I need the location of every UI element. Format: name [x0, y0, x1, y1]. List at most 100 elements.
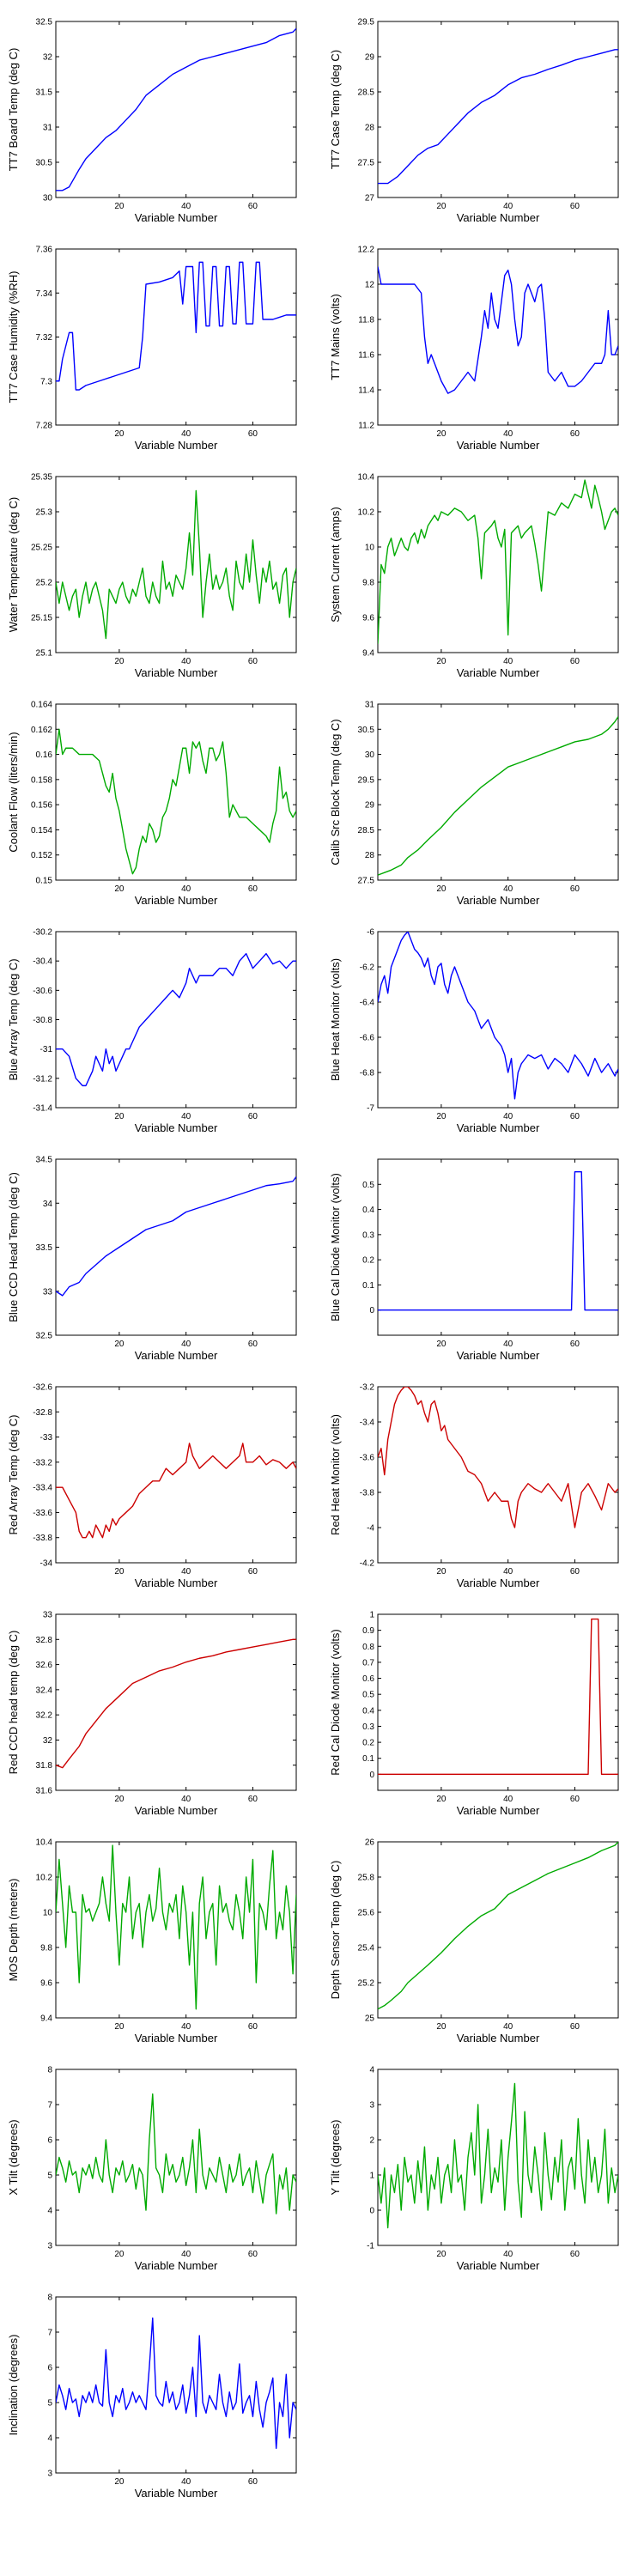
- y-tick-label: -6.2: [360, 963, 375, 973]
- y-tick-label: 32: [43, 1736, 53, 1746]
- y-axis-label: Inclination (degrees): [7, 2335, 20, 2436]
- y-tick-label: 11.6: [358, 351, 374, 361]
- x-tick-label: 20: [436, 1567, 447, 1577]
- y-tick-label: 33.5: [36, 1243, 53, 1253]
- chart-panel: 3 4 5 6 7 8 20 40 60 Variable Number Inclination (…: [0, 2275, 322, 2503]
- line-chart: 27.5 28 28.5 29 29.5 30 30.5 31 20 40 60 Variable N…: [329, 701, 619, 907]
- y-tick-label: -6.4: [360, 999, 375, 1008]
- chart-panel: 25.1 25.15 25.2 25.25 25.3 25.35 20 40 60 Variabl…: [0, 455, 322, 683]
- chart-panel: 3 4 5 6 7 8 20 40 60 Variable Number X Tilt (degre…: [0, 2048, 322, 2275]
- y-tick-label: 6: [47, 2136, 52, 2146]
- y-tick-label: 25.35: [31, 473, 52, 483]
- y-tick-label: 0: [369, 1771, 374, 1780]
- chart-panel: 0.15 0.152 0.154 0.156 0.158 0.16 0.162 0.164 20…: [0, 683, 322, 910]
- y-tick-label: -30.6: [33, 987, 52, 996]
- line-chart: 9.4 9.6 9.8 10 10.2 10.4 20 40 60 Variable Number…: [329, 473, 619, 679]
- plot-frame: [377, 1613, 619, 1791]
- x-tick-label: 60: [248, 2250, 258, 2259]
- y-tick-label: -31: [40, 1045, 53, 1054]
- x-axis-label: Variable Number: [457, 211, 540, 224]
- x-tick-label: 60: [248, 1795, 258, 1804]
- x-axis-label: Variable Number: [457, 1121, 540, 1134]
- series-line: [56, 1443, 296, 1539]
- series-line: [378, 266, 618, 394]
- chart-panel: -7 -6.8 -6.6 -6.4 -6.2 -6 20 40 60 Variable Numbe…: [322, 910, 644, 1138]
- y-tick-label: 1: [369, 2172, 374, 2181]
- chart-panel: 30 30.5 31 31.5 32 32.5 20 40 60 Variable Number T…: [0, 0, 322, 228]
- series-line: [378, 479, 618, 644]
- y-tick-label: -3.6: [360, 1454, 375, 1463]
- y-tick-label: 29.5: [358, 18, 375, 27]
- y-axis-label: Depth Sensor Temp (deg C): [329, 1861, 342, 2000]
- y-axis-label: Blue CCD Head Temp (deg C): [7, 1172, 20, 1322]
- y-tick-label: 31.6: [36, 1787, 53, 1796]
- y-tick-label: 0: [369, 2207, 374, 2216]
- y-tick-label: 0.154: [31, 826, 52, 835]
- x-axis-label: Variable Number: [135, 1121, 218, 1134]
- line-chart: 0 0.1 0.2 0.3 0.4 0.5 0.6 0.7 0.8 0.9 1 20 40 60 Varia…: [329, 1611, 619, 1817]
- y-tick-label: 28: [365, 851, 375, 860]
- x-tick-label: 60: [248, 884, 258, 894]
- x-tick-label: 20: [436, 2022, 447, 2032]
- y-tick-label: -31.2: [33, 1074, 52, 1084]
- y-tick-label: 0.15: [36, 877, 53, 886]
- y-axis-label: MOS Depth (meters): [7, 1879, 20, 1982]
- x-axis-label: Variable Number: [457, 439, 540, 452]
- y-tick-label: -32.8: [33, 1408, 52, 1418]
- series-line: [378, 1387, 618, 1528]
- x-tick-label: 60: [570, 1567, 580, 1577]
- x-tick-label: 60: [248, 429, 258, 439]
- y-tick-label: 2: [369, 2136, 374, 2146]
- series-line: [56, 261, 296, 391]
- chart-panel: 25 25.2 25.4 25.6 25.8 26 20 40 60 Variable Numbe…: [322, 1820, 644, 2048]
- x-tick-label: 40: [503, 1567, 513, 1577]
- x-tick-label: 60: [570, 202, 580, 211]
- y-axis-label: Red Array Temp (deg C): [7, 1415, 20, 1535]
- y-tick-label: -3.8: [360, 1489, 375, 1498]
- y-tick-label: 0.8: [362, 1643, 374, 1652]
- chart-panel: -1 0 1 2 3 4 20 40 60 Variable Number Y Tilt (degr…: [322, 2048, 644, 2275]
- line-chart: 27 27.5 28 28.5 29 29.5 20 40 60 Variable Number T…: [329, 18, 619, 224]
- x-tick-label: 60: [248, 1567, 258, 1577]
- plot-frame: [377, 1386, 619, 1564]
- x-tick-label: 40: [181, 657, 191, 666]
- chart-panel: 9.4 9.6 9.8 10 10.2 10.4 20 40 60 Variable Number…: [0, 1820, 322, 2048]
- x-axis-label: Variable Number: [457, 2259, 540, 2272]
- series-line: [56, 2093, 296, 2215]
- y-axis-label: Blue Heat Monitor (volts): [329, 958, 342, 1081]
- y-tick-label: -1: [367, 2242, 374, 2251]
- x-tick-label: 60: [570, 1795, 580, 1804]
- y-tick-label: 7: [47, 2329, 52, 2338]
- x-tick-label: 20: [114, 2250, 125, 2259]
- x-tick-label: 60: [570, 429, 580, 439]
- y-tick-label: 9.8: [362, 579, 374, 588]
- x-tick-label: 40: [503, 1795, 513, 1804]
- x-tick-label: 20: [114, 1112, 125, 1121]
- y-tick-label: 25.1: [36, 649, 53, 659]
- y-tick-label: 0.5: [362, 1181, 374, 1190]
- y-tick-label: -3.2: [360, 1383, 375, 1393]
- y-tick-label: 25.25: [31, 544, 52, 553]
- x-tick-label: 40: [503, 202, 513, 211]
- y-tick-label: 30.5: [358, 726, 375, 735]
- y-tick-label: 11.4: [358, 386, 374, 396]
- y-tick-label: 5: [47, 2399, 52, 2409]
- x-tick-label: 60: [248, 657, 258, 666]
- y-tick-label: 9.4: [40, 2014, 52, 2024]
- x-tick-label: 60: [248, 1340, 258, 1349]
- x-tick-label: 20: [436, 1112, 447, 1121]
- x-tick-label: 60: [570, 1340, 580, 1349]
- x-tick-label: 60: [248, 202, 258, 211]
- x-axis-label: Variable Number: [135, 439, 218, 452]
- y-tick-label: 29.5: [358, 775, 375, 785]
- line-chart: -4.2 -4 -3.8 -3.6 -3.4 -3.2 20 40 60 Variable Num…: [329, 1383, 619, 1589]
- x-tick-label: 20: [436, 429, 447, 439]
- y-tick-label: 30: [43, 194, 53, 204]
- y-axis-label: System Current (amps): [329, 507, 342, 622]
- chart-panel: 27.5 28 28.5 29 29.5 30 30.5 31 20 40 60 Variable N…: [322, 683, 644, 910]
- y-tick-label: 26: [365, 1838, 375, 1848]
- x-tick-label: 40: [181, 1340, 191, 1349]
- line-chart: 11.2 11.4 11.6 11.8 12 12.2 20 40 60 Variable Num…: [329, 246, 619, 452]
- series-line: [56, 1176, 296, 1297]
- plot-frame: [55, 2069, 297, 2246]
